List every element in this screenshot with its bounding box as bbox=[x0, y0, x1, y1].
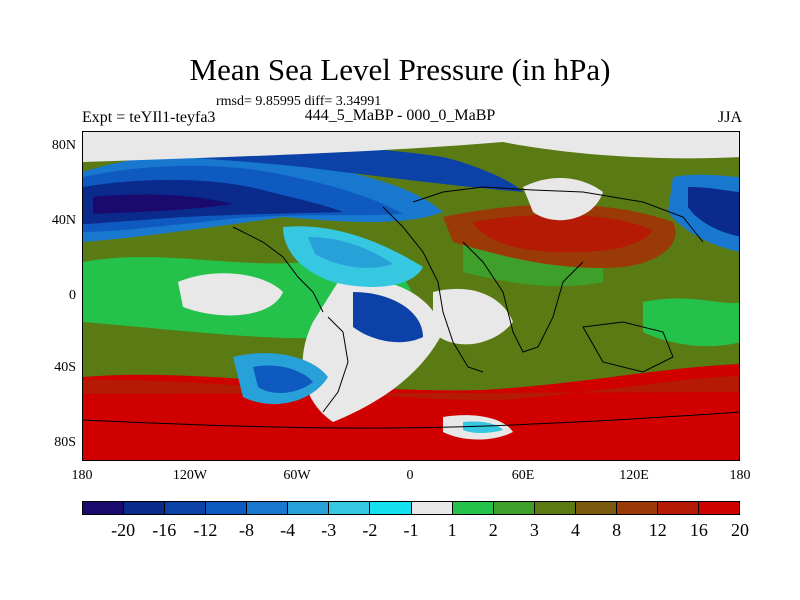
colorbar-level-label: 2 bbox=[488, 520, 498, 540]
colorbar-swatch bbox=[493, 502, 535, 514]
lat-label: 80S bbox=[54, 435, 76, 450]
plot-title: Mean Sea Level Pressure (in hPa) bbox=[189, 52, 611, 87]
map-field bbox=[83, 132, 739, 460]
colorbar-swatch bbox=[411, 502, 453, 514]
colorbar-level-label: 3 bbox=[529, 520, 539, 540]
colorbar-swatch bbox=[247, 502, 289, 514]
colorbar bbox=[82, 501, 740, 515]
colorbar-level-label: 20 bbox=[731, 520, 749, 540]
lon-label: 120W bbox=[172, 468, 208, 483]
colorbar-swatch bbox=[83, 502, 125, 514]
colorbar-swatch bbox=[698, 502, 739, 514]
experiment-label: Expt = teYIl1-teyfa3 bbox=[82, 109, 216, 126]
colorbar-swatch bbox=[165, 502, 207, 514]
colorbar-level-label: -1 bbox=[403, 520, 419, 540]
colorbar-level-label: -2 bbox=[362, 520, 378, 540]
period-label: 444_5_MaBP - 000_0_MaBP bbox=[304, 107, 496, 124]
colorbar-level-label: 4 bbox=[571, 520, 580, 540]
colorbar-level-label: -16 bbox=[152, 520, 177, 540]
lon-label: 60E bbox=[511, 468, 535, 483]
colorbar-level-label: -3 bbox=[321, 520, 337, 540]
colorbar-swatch bbox=[124, 502, 166, 514]
lat-label: 80N bbox=[51, 138, 76, 153]
lat-label: 40N bbox=[51, 213, 76, 228]
colorbar-swatch bbox=[575, 502, 617, 514]
colorbar-swatch bbox=[370, 502, 412, 514]
colorbar-swatch bbox=[206, 502, 248, 514]
colorbar-swatch bbox=[657, 502, 699, 514]
colorbar-swatch bbox=[452, 502, 494, 514]
colorbar-level-label: 16 bbox=[689, 520, 708, 540]
season-label: JJA bbox=[717, 109, 742, 126]
lat-label: 40S bbox=[54, 360, 76, 375]
colorbar-swatch bbox=[534, 502, 576, 514]
lon-label: 0 bbox=[406, 468, 414, 483]
colorbar-swatch bbox=[616, 502, 658, 514]
stats-label: rmsd= 9.85995 diff= 3.34991 bbox=[216, 94, 382, 109]
lat-label: 0 bbox=[69, 288, 76, 303]
colorbar-level-label: -12 bbox=[193, 520, 218, 540]
colorbar-level-label: 8 bbox=[612, 520, 622, 540]
colorbar-swatch bbox=[288, 502, 330, 514]
colorbar-level-label: 1 bbox=[447, 520, 457, 540]
lon-label: 180 bbox=[71, 468, 93, 483]
lon-label: 180 bbox=[729, 468, 751, 483]
pressure-map bbox=[82, 131, 740, 461]
colorbar-level-label: -8 bbox=[239, 520, 254, 540]
colorbar-level-label: -20 bbox=[111, 520, 136, 540]
colorbar-swatch bbox=[329, 502, 371, 514]
lon-label: 60W bbox=[283, 468, 311, 483]
lon-label: 120E bbox=[619, 468, 649, 483]
colorbar-level-label: -4 bbox=[280, 520, 296, 540]
colorbar-level-label: 12 bbox=[648, 520, 667, 540]
